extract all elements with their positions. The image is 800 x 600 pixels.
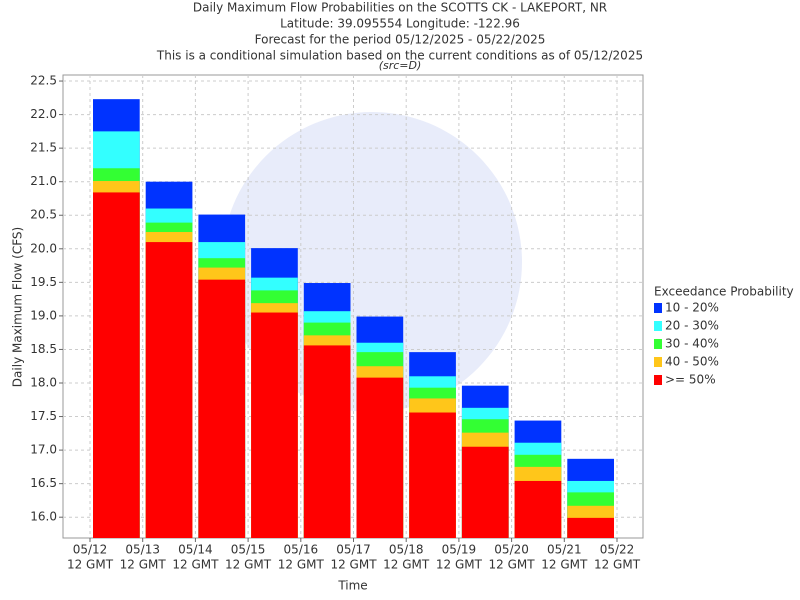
x-tick-label: 05/16 bbox=[284, 543, 319, 557]
y-tick-label: 20.5 bbox=[30, 208, 57, 222]
bar bbox=[93, 192, 140, 538]
bar bbox=[356, 377, 404, 538]
x-tick-label: 05/19 bbox=[442, 543, 477, 557]
bar bbox=[409, 412, 456, 538]
y-tick-label: 18.0 bbox=[30, 375, 57, 389]
legend-label: 10 - 20% bbox=[665, 301, 719, 315]
y-tick-label: 22.5 bbox=[30, 74, 57, 88]
x-tick-label: 12 GMT bbox=[330, 558, 377, 572]
subtitle: Latitude: 39.095554 Longitude: -122.96 bbox=[280, 17, 520, 31]
legend-label: 20 - 30% bbox=[665, 319, 719, 333]
bar bbox=[567, 517, 614, 538]
y-tick-label: 16.5 bbox=[30, 476, 57, 490]
bar bbox=[303, 345, 351, 538]
x-tick-label: 12 GMT bbox=[225, 558, 272, 572]
x-tick-label: 12 GMT bbox=[120, 558, 167, 572]
x-tick-label: 05/18 bbox=[389, 543, 424, 557]
y-tick-label: 18.5 bbox=[30, 342, 57, 356]
note: (src=D) bbox=[379, 59, 422, 72]
legend-swatch bbox=[654, 357, 662, 367]
y-tick-label: 19.5 bbox=[30, 275, 57, 289]
y-tick-label: 22.0 bbox=[30, 107, 57, 121]
bar bbox=[514, 480, 562, 538]
x-tick-label: 12 GMT bbox=[67, 558, 114, 572]
x-tick-label: 12 GMT bbox=[383, 558, 430, 572]
x-tick-label: 05/17 bbox=[336, 543, 371, 557]
y-tick-label: 21.5 bbox=[30, 141, 57, 155]
bar bbox=[145, 242, 193, 538]
x-tick-label: 05/14 bbox=[178, 543, 213, 557]
legend-swatch bbox=[654, 375, 662, 385]
y-tick-label: 17.5 bbox=[30, 409, 57, 423]
x-axis-label: Time bbox=[337, 579, 367, 593]
legend-swatch bbox=[654, 321, 662, 331]
chart-title: Daily Maximum Flow Probabilities on the … bbox=[193, 1, 607, 15]
legend-label: >= 50% bbox=[665, 373, 716, 387]
bar bbox=[198, 279, 246, 538]
y-axis-label: Daily Maximum Flow (CFS) bbox=[11, 227, 25, 387]
x-tick-label: 12 GMT bbox=[278, 558, 325, 572]
y-tick-label: 19.0 bbox=[30, 308, 57, 322]
x-tick-label: 12 GMT bbox=[172, 558, 219, 572]
y-tick-label: 16.0 bbox=[30, 510, 57, 524]
y-tick-label: 17.0 bbox=[30, 443, 57, 457]
subtitle: This is a conditional simulation based o… bbox=[156, 49, 643, 63]
x-tick-label: 05/13 bbox=[125, 543, 160, 557]
x-tick-label: 12 GMT bbox=[436, 558, 483, 572]
x-tick-label: 12 GMT bbox=[594, 558, 641, 572]
legend-label: 30 - 40% bbox=[665, 337, 719, 351]
x-tick-label: 12 GMT bbox=[541, 558, 588, 572]
y-tick-label: 20.0 bbox=[30, 241, 57, 255]
legend-swatch bbox=[654, 339, 662, 349]
x-tick-label: 05/21 bbox=[547, 543, 582, 557]
x-tick-label: 05/20 bbox=[494, 543, 529, 557]
x-tick-label: 12 GMT bbox=[489, 558, 536, 572]
bar bbox=[251, 312, 298, 538]
x-tick-label: 05/15 bbox=[231, 543, 266, 557]
x-tick-label: 05/12 bbox=[73, 543, 108, 557]
subtitle: Forecast for the period 05/12/2025 - 05/… bbox=[255, 33, 546, 47]
bar bbox=[461, 446, 509, 538]
legend-title: Exceedance Probability bbox=[654, 285, 794, 299]
x-tick-label: 05/22 bbox=[600, 543, 635, 557]
legend-label: 40 - 50% bbox=[665, 355, 719, 369]
legend-swatch bbox=[654, 303, 662, 313]
y-tick-label: 21.0 bbox=[30, 174, 57, 188]
